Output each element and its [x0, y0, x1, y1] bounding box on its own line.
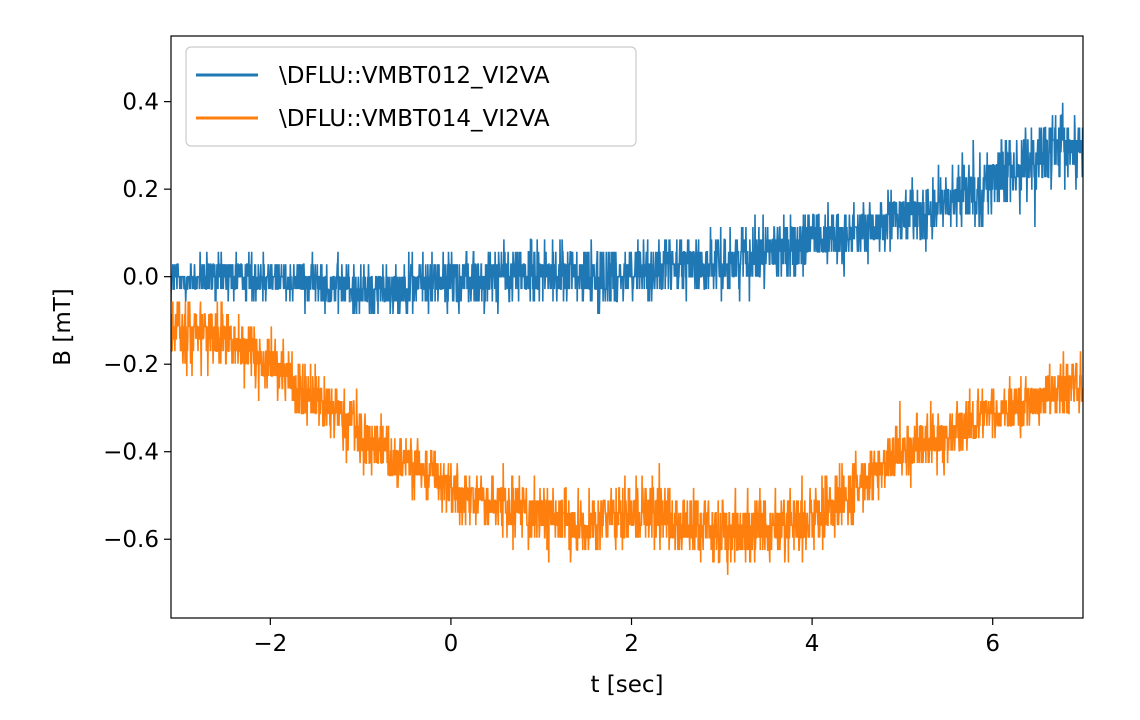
y-tick-label: 0.4	[122, 90, 159, 116]
series-layer	[171, 102, 1083, 575]
legend: \DFLU::VMBT012_VI2VA \DFLU::VMBT014_VI2V…	[185, 46, 637, 147]
legend-entry-series-2: \DFLU::VMBT014_VI2VA	[279, 106, 550, 132]
x-tick-label: 0	[444, 631, 459, 657]
x-tick-label: 4	[805, 631, 820, 657]
series-2-line	[171, 301, 1083, 575]
legend-box	[185, 46, 637, 147]
y-tick-label: 0.0	[122, 265, 159, 291]
y-tick-label: 0.2	[122, 177, 159, 203]
y-tick-label: −0.6	[103, 527, 159, 553]
y-axis-ticks: −0.6 −0.4 −0.2 0.0 0.2 0.4	[103, 90, 171, 553]
y-tick-label: −0.2	[103, 352, 159, 378]
y-axis-label: B [mT]	[50, 288, 76, 366]
plot-frame	[170, 35, 1084, 619]
x-axis-ticks: −2 0 2 4 6	[253, 618, 1000, 657]
legend-entry-series-1: \DFLU::VMBT012_VI2VA	[279, 63, 550, 89]
y-tick-label: −0.4	[103, 440, 159, 466]
x-tick-label: −2	[253, 631, 287, 657]
series-1-line	[171, 102, 1083, 315]
x-axis-label: t [sec]	[590, 672, 663, 698]
x-tick-label: 6	[985, 631, 1000, 657]
x-tick-label: 2	[624, 631, 639, 657]
